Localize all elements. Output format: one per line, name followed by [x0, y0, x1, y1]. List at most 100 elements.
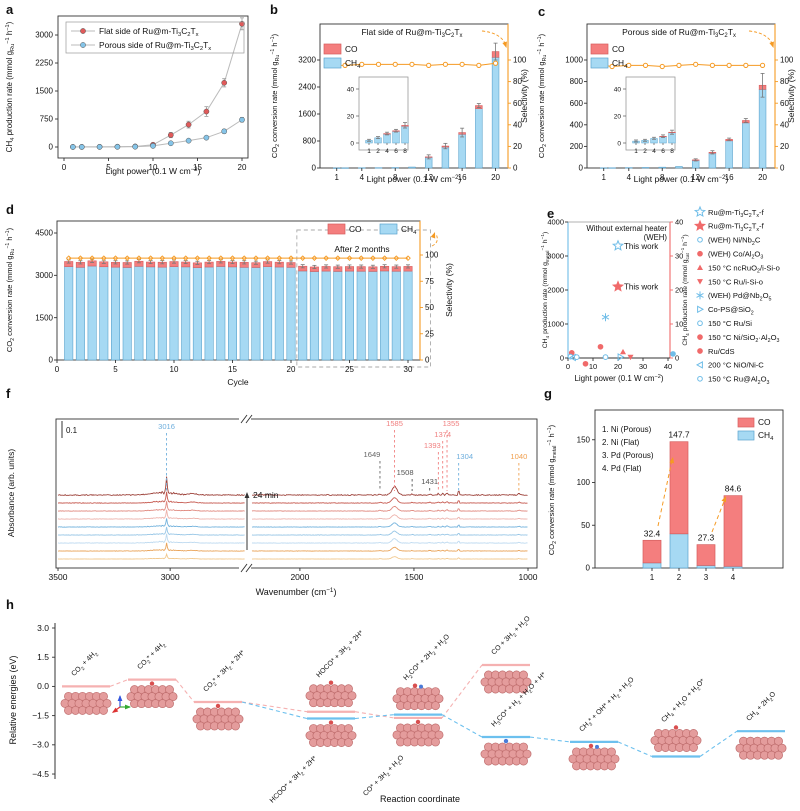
svg-text:1600: 1600 [298, 110, 316, 119]
panel-a-ylabel: CH4 production rate (mmol gRu−1 h−1) [5, 21, 16, 152]
svg-text:30: 30 [404, 365, 413, 374]
panel-letter-a: a [6, 2, 14, 17]
panel-c-bar-chart: 1 4 8 12 16 2002004006008001000020406080100Li… [537, 23, 796, 184]
svg-text:30: 30 [639, 362, 647, 371]
panel-c-plot: 1 4 8 12 16 2002004006008001000020406080100Li… [537, 23, 796, 184]
svg-text:10: 10 [589, 362, 597, 371]
svg-text:0: 0 [350, 140, 354, 147]
svg-text:400: 400 [570, 120, 584, 129]
svg-text:0: 0 [312, 164, 317, 173]
svg-text:4: 4 [627, 173, 632, 182]
svg-text:20: 20 [513, 142, 522, 151]
svg-text:2250: 2250 [35, 59, 53, 68]
svg-text:100: 100 [513, 56, 527, 65]
panel-c-inset: 0 20 40 1 2 4 6 8 [614, 76, 676, 155]
this-work-label: This work [624, 283, 659, 292]
svg-text:10: 10 [675, 319, 683, 328]
panel-a-plot: 0 5 10 15 20 0 750 1500 2250 3000 Light power (0.1… [5, 15, 249, 176]
svg-text:CO2 conversion rate (mmol gRu−: CO2 conversion rate (mmol gRu−1 h−1) [5, 227, 16, 352]
svg-text:8: 8 [670, 148, 674, 155]
svg-text:150 °C Ni/SiO2·Al2O3: 150 °C Ni/SiO2·Al2O3 [708, 333, 780, 344]
svg-text:60: 60 [780, 99, 789, 108]
svg-text:100: 100 [577, 478, 591, 487]
svg-text:(WEH) Pd@Nb2O5: (WEH) Pd@Nb2O5 [708, 291, 771, 302]
nanoparticle-cluster [305, 680, 357, 708]
svg-text:1. Ni (Porous): 1. Ni (Porous) [602, 425, 652, 434]
svg-text:0: 0 [579, 164, 584, 173]
svg-text:Wavenumber (cm−1): Wavenumber (cm−1) [256, 587, 337, 597]
svg-text:Ru@m-Ti3C2Tx-f: Ru@m-Ti3C2Tx-f [708, 208, 765, 219]
svg-text:40: 40 [513, 120, 522, 129]
peak-label-1508: 1508 [397, 468, 414, 477]
bar-value-label: 27.3 [698, 533, 715, 543]
svg-text:150 °C ncRuO2/i-Si-o: 150 °C ncRuO2/i-Si-o [708, 263, 780, 274]
svg-text:Absorbance (arb. units): Absorbance (arb. units) [6, 449, 16, 538]
bar-value-label: 147.7 [668, 430, 690, 440]
svg-text:3500: 3500 [49, 572, 68, 582]
svg-text:3.0: 3.0 [37, 623, 49, 633]
svg-text:2: 2 [677, 573, 682, 582]
state-label: CO2* + 4H2 [136, 641, 168, 673]
svg-text:CH4 production rate (mmol gcat: CH4 production rate (mmol gcat−1 h−1) [680, 234, 691, 345]
svg-text:2: 2 [376, 148, 380, 155]
after-2-months-label: After 2 months [334, 244, 389, 254]
bar-value-label: 32.4 [644, 528, 661, 538]
svg-text:1000: 1000 [547, 319, 564, 328]
nanoparticle-cluster [392, 683, 444, 711]
state-label: CO + 3H2 + H2O [490, 615, 533, 658]
panel-h-energy-diagram: 3.0 1.5 0.0 −1.5 −3.0 −4.5 Relative energies (… [8, 615, 787, 805]
panel-b-title: Flat side of Ru@m-Ti3C2Tx [361, 27, 462, 39]
svg-text:−1.5: −1.5 [32, 710, 49, 720]
svg-text:800: 800 [303, 137, 317, 146]
svg-text:4: 4 [360, 173, 365, 182]
svg-text:CH4 production rate (mmol gmet: CH4 production rate (mmol gmetal−1 h−1) [540, 232, 551, 349]
svg-text:0: 0 [62, 163, 67, 172]
svg-text:Reaction coordinate: Reaction coordinate [380, 794, 460, 804]
panel-d-cycle-chart: After 2 months 0 5 10 15 20 25 30 0 1500 3000 4500 0… [5, 220, 454, 387]
svg-text:1: 1 [334, 173, 339, 182]
axes-triad-icon [112, 695, 131, 713]
svg-text:5: 5 [106, 163, 111, 172]
state-label: H2CO* + 2H2 + H2O [402, 633, 453, 684]
svg-text:25: 25 [345, 365, 354, 374]
svg-text:3200: 3200 [298, 56, 316, 65]
svg-text:0: 0 [675, 353, 679, 362]
svg-text:CO2 conversion rate (mmol gRu−: CO2 conversion rate (mmol gRu−1 h−1) [537, 33, 548, 158]
svg-text:20: 20 [287, 365, 296, 374]
svg-text:3000: 3000 [35, 31, 53, 40]
svg-text:60: 60 [513, 99, 522, 108]
svg-text:3: 3 [704, 573, 709, 582]
panel-c-legend: CO CH4 [590, 43, 628, 70]
svg-text:CH4: CH4 [612, 58, 628, 70]
svg-text:0: 0 [49, 356, 54, 365]
nanoparticle-cluster [192, 703, 244, 731]
svg-text:Selectivity (%): Selectivity (%) [519, 69, 529, 123]
peak-label-3016: 3016 [158, 422, 175, 431]
svg-text:1: 1 [650, 573, 655, 582]
svg-text:Light power (0.1 W cm−2): Light power (0.1 W cm−2) [367, 174, 462, 184]
svg-text:CO: CO [345, 44, 358, 54]
panel-h-plot: 3.0 1.5 0.0 −1.5 −3.0 −4.5 Relative energies (… [8, 615, 787, 805]
panel-letter-b: b [270, 2, 278, 17]
svg-text:CH4: CH4 [758, 430, 774, 442]
svg-text:600: 600 [570, 99, 584, 108]
svg-text:100: 100 [780, 56, 794, 65]
state-label: CH4 + 2H2O [745, 690, 779, 724]
svg-text:16: 16 [458, 173, 467, 182]
svg-text:0.0: 0.0 [37, 681, 49, 691]
svg-text:40: 40 [664, 362, 672, 371]
svg-text:Porous side of Ru@m-Ti3C2Tx: Porous side of Ru@m-Ti3C2Tx [99, 40, 211, 52]
svg-text:6: 6 [394, 148, 398, 155]
svg-text:1000: 1000 [519, 572, 538, 582]
svg-text:Selectivity (%): Selectivity (%) [444, 263, 454, 317]
panel-d-plot: After 2 months 0 5 10 15 20 25 30 0 1500 3000 4500 0… [5, 220, 454, 387]
svg-text:20: 20 [491, 173, 500, 182]
svg-text:25: 25 [425, 329, 434, 338]
nanoparticle-cluster [568, 743, 620, 771]
svg-text:0: 0 [780, 164, 785, 173]
bar-value-label: 84.6 [725, 484, 742, 494]
svg-text:5: 5 [113, 365, 118, 374]
nanoparticle-cluster [126, 681, 178, 709]
nanoparticle-cluster [305, 720, 357, 747]
